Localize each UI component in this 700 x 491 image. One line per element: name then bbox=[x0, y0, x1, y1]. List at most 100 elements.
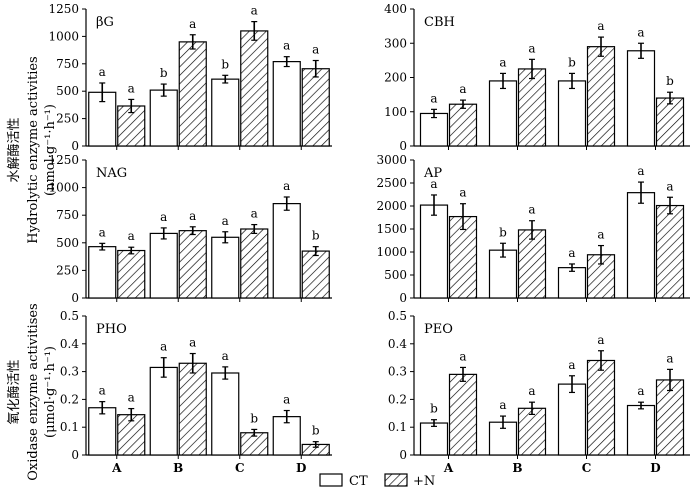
y-tick-label: 0.3 bbox=[60, 365, 79, 379]
significance-label: b bbox=[312, 424, 320, 438]
legend: CT +N bbox=[319, 473, 435, 489]
significance-label: a bbox=[222, 349, 229, 363]
x-tick-label: B bbox=[173, 461, 183, 475]
significance-label: b bbox=[499, 225, 507, 239]
panel-1: 0 100 200 300 400 CBH a a a a b a a b bbox=[384, 2, 690, 153]
significance-label: b bbox=[312, 229, 320, 243]
panel-title: CBH bbox=[424, 15, 455, 30]
panels: 0 250 500 750 1000 1250 βG a a b a b a a a 0 100 200 300 40… bbox=[48, 2, 690, 475]
panel-title: PEO bbox=[424, 322, 453, 337]
bar-n bbox=[586, 46, 616, 147]
bar-ct bbox=[419, 204, 449, 299]
x-tick-label: A bbox=[443, 461, 454, 475]
bar-n bbox=[240, 30, 269, 147]
bar-n bbox=[448, 215, 478, 299]
y-tick-label: 1250 bbox=[48, 153, 79, 167]
x-tick-label: D bbox=[650, 461, 660, 475]
panel-title: PHO bbox=[96, 322, 127, 337]
y-tick-label: 2000 bbox=[376, 199, 407, 213]
y-tick-label: 0.3 bbox=[388, 365, 407, 379]
y-tick-label: 500 bbox=[56, 84, 79, 98]
y-tick-label: 250 bbox=[56, 263, 79, 277]
significance-label: a bbox=[637, 384, 644, 398]
x-tick-label: A bbox=[111, 461, 122, 475]
bar-n bbox=[517, 229, 547, 299]
y-tick-label: 2500 bbox=[376, 176, 407, 190]
bar-n bbox=[301, 68, 330, 147]
significance-label: a bbox=[251, 207, 258, 221]
significance-label: b bbox=[666, 74, 674, 88]
significance-label: b bbox=[568, 55, 576, 69]
y-tick-label: 0 bbox=[399, 291, 407, 305]
bar-ct bbox=[149, 232, 178, 299]
significance-label: a bbox=[99, 65, 106, 79]
significance-label: a bbox=[459, 82, 466, 96]
y-tick-label: 0.1 bbox=[388, 420, 407, 434]
significance-label: a bbox=[128, 229, 135, 243]
y-tick-label: 500 bbox=[56, 236, 79, 250]
bar-n bbox=[117, 249, 146, 299]
x-tick-label: C bbox=[235, 461, 245, 475]
significance-label: a bbox=[459, 349, 466, 363]
y-tick-label: 0 bbox=[71, 139, 79, 153]
significance-label: a bbox=[189, 336, 196, 350]
bar-n bbox=[586, 359, 616, 456]
significance-label: a bbox=[637, 25, 644, 39]
bar-ct bbox=[149, 89, 178, 147]
panel-title: AP bbox=[423, 166, 442, 181]
y-tick-label: 0 bbox=[71, 291, 79, 305]
y-tick-label: 1000 bbox=[48, 29, 79, 43]
significance-label: a bbox=[189, 17, 196, 31]
significance-label: a bbox=[283, 393, 290, 407]
x-tick-label: D bbox=[296, 461, 306, 475]
y-tick-label: 0.5 bbox=[388, 309, 407, 323]
bar-ct bbox=[557, 80, 587, 147]
bar-n bbox=[655, 204, 685, 299]
y-tick-label: 300 bbox=[384, 36, 407, 50]
significance-label: a bbox=[568, 358, 575, 372]
bar-ct bbox=[272, 203, 301, 299]
bar-ct bbox=[626, 50, 656, 147]
significance-label: a bbox=[189, 209, 196, 223]
significance-label: b bbox=[160, 66, 168, 80]
significance-label: a bbox=[312, 43, 319, 57]
y-tick-label: 0 bbox=[71, 448, 79, 462]
bar-n bbox=[655, 97, 685, 147]
significance-label: a bbox=[283, 39, 290, 53]
y-tick-label: 1500 bbox=[376, 222, 407, 236]
panel-title: βG bbox=[96, 15, 114, 30]
bar-ct bbox=[88, 246, 117, 299]
significance-label: a bbox=[128, 391, 135, 405]
bar-ct bbox=[211, 78, 240, 147]
bar-ct bbox=[626, 404, 656, 456]
significance-label: b bbox=[221, 57, 229, 71]
y-tick-label: 200 bbox=[384, 71, 407, 85]
legend-swatch-n bbox=[384, 473, 408, 487]
y-tick-label: 0.2 bbox=[388, 392, 407, 406]
bar-ct bbox=[149, 366, 178, 456]
bar-ct bbox=[272, 61, 301, 147]
bar-n bbox=[178, 41, 207, 147]
y-tick-label: 3000 bbox=[376, 153, 407, 167]
bar-ct bbox=[88, 407, 117, 456]
bar-ct bbox=[488, 80, 518, 147]
significance-label: a bbox=[528, 203, 535, 217]
significance-label: a bbox=[528, 384, 535, 398]
significance-label: a bbox=[597, 228, 604, 242]
significance-label: a bbox=[128, 81, 135, 95]
panel-2: 0 250 500 750 1000 1250 NAG a a a a a a a b bbox=[48, 153, 332, 305]
significance-label: a bbox=[459, 186, 466, 200]
y-tick-label: 0.5 bbox=[60, 309, 79, 323]
significance-label: a bbox=[251, 4, 258, 18]
significance-label: a bbox=[430, 177, 437, 191]
bar-n bbox=[178, 362, 207, 456]
significance-label: b bbox=[430, 402, 438, 416]
significance-label: a bbox=[283, 179, 290, 193]
bar-n bbox=[448, 103, 478, 147]
significance-label: a bbox=[568, 246, 575, 260]
significance-label: a bbox=[99, 225, 106, 239]
y-axis-label-hydrolytic: 水解酶活性 Hydrolytic enzyme activities (nmol… bbox=[6, 56, 58, 243]
bar-n bbox=[517, 407, 547, 456]
